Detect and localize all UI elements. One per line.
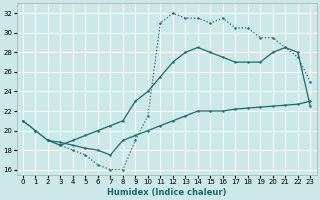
X-axis label: Humidex (Indice chaleur): Humidex (Indice chaleur): [107, 188, 226, 197]
